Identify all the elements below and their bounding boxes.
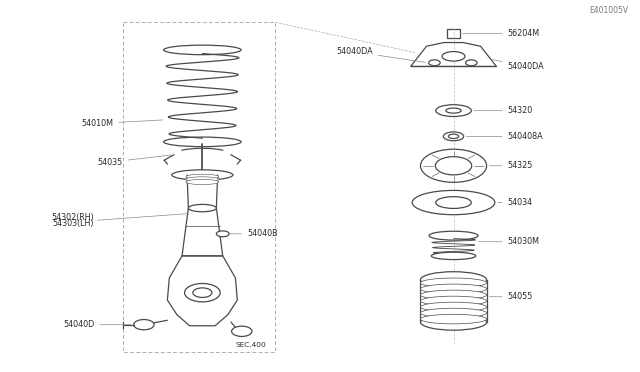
Ellipse shape	[412, 190, 495, 215]
Ellipse shape	[420, 308, 486, 318]
Text: 54040DA: 54040DA	[493, 60, 544, 71]
Ellipse shape	[186, 177, 219, 182]
Ellipse shape	[172, 170, 233, 180]
Text: 54040D: 54040D	[63, 320, 131, 329]
Ellipse shape	[184, 283, 220, 302]
Text: 56204M: 56204M	[463, 29, 540, 38]
Text: 54034: 54034	[498, 198, 532, 207]
Ellipse shape	[420, 296, 486, 306]
Text: 54055: 54055	[490, 292, 533, 301]
Ellipse shape	[188, 204, 216, 212]
Text: 54040B: 54040B	[229, 229, 278, 238]
Ellipse shape	[420, 314, 486, 324]
Ellipse shape	[420, 284, 486, 294]
Text: 54320: 54320	[474, 106, 533, 115]
Ellipse shape	[436, 105, 471, 116]
Ellipse shape	[134, 320, 154, 330]
Ellipse shape	[466, 60, 477, 66]
Ellipse shape	[431, 252, 476, 260]
Ellipse shape	[420, 290, 486, 300]
Ellipse shape	[193, 288, 212, 298]
Text: 54040DA: 54040DA	[336, 47, 426, 62]
Text: 54303(LH): 54303(LH)	[52, 219, 94, 228]
Ellipse shape	[420, 314, 486, 330]
Text: SEC.400: SEC.400	[236, 342, 266, 348]
Text: 54325: 54325	[490, 161, 533, 170]
Ellipse shape	[216, 231, 229, 237]
Ellipse shape	[420, 149, 486, 182]
Ellipse shape	[442, 52, 465, 61]
Ellipse shape	[449, 134, 459, 138]
Ellipse shape	[420, 302, 486, 312]
Text: 54030M: 54030M	[479, 237, 540, 246]
Ellipse shape	[429, 60, 440, 66]
Ellipse shape	[435, 157, 472, 175]
Ellipse shape	[186, 179, 219, 185]
Ellipse shape	[436, 197, 471, 208]
Ellipse shape	[420, 278, 486, 288]
Text: 54302(RH): 54302(RH)	[52, 213, 94, 222]
Text: 540408A: 540408A	[467, 132, 543, 141]
Ellipse shape	[420, 272, 486, 288]
Ellipse shape	[189, 174, 215, 180]
Ellipse shape	[429, 231, 478, 240]
FancyBboxPatch shape	[447, 29, 460, 38]
Ellipse shape	[164, 137, 241, 147]
Ellipse shape	[444, 132, 464, 141]
Text: 54010M: 54010M	[81, 119, 163, 128]
Text: 54035: 54035	[98, 155, 171, 167]
Text: E401005V: E401005V	[589, 6, 628, 15]
Ellipse shape	[164, 45, 241, 55]
Ellipse shape	[446, 108, 461, 113]
Ellipse shape	[232, 326, 252, 336]
Ellipse shape	[186, 174, 219, 179]
